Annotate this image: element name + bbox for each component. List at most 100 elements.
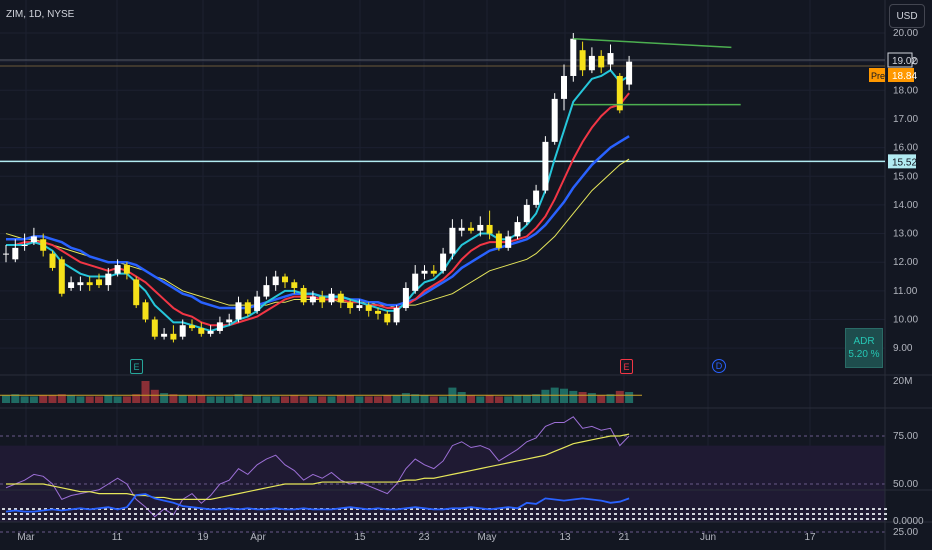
candle-body (235, 302, 242, 320)
osc-dot (272, 513, 275, 515)
osc-dot (218, 518, 221, 520)
osc-dot (110, 508, 113, 510)
osc-dot (110, 518, 113, 520)
candle-body (189, 325, 195, 329)
hline-price-value: 15.52 (892, 157, 917, 168)
osc-dot (590, 513, 593, 515)
osc-dot (572, 513, 575, 515)
time-tick-label: 21 (618, 532, 630, 543)
volume-bar (11, 394, 20, 403)
candle-body (12, 247, 19, 260)
candle-body (86, 282, 93, 286)
osc-dot (278, 518, 281, 520)
osc-dot (602, 508, 605, 510)
adr-title: ADR (853, 336, 875, 347)
volume-bar (262, 396, 271, 403)
dividend-marker[interactable]: D (712, 359, 726, 373)
volume-bar (178, 395, 187, 403)
osc-dot (644, 513, 647, 515)
currency-button[interactable]: USD (889, 4, 925, 28)
osc-dot (770, 508, 773, 510)
candle-body (430, 270, 437, 274)
time-tick-label: Apr (250, 532, 266, 543)
osc-dot (284, 518, 287, 520)
osc-dot (806, 508, 809, 510)
osc-dot (170, 513, 173, 515)
osc-dot (236, 518, 239, 520)
osc-dot (494, 513, 497, 515)
osc-dot (782, 513, 785, 515)
osc-dot (614, 513, 617, 515)
osc-dot (488, 518, 491, 520)
osc-dot (458, 513, 461, 515)
candle-body (477, 224, 484, 231)
osc-dot (830, 518, 833, 520)
osc-dot (140, 508, 143, 510)
osc-dot (872, 518, 875, 520)
osc-dot (554, 513, 557, 515)
volume-bar (76, 396, 85, 403)
candle-body (142, 302, 149, 320)
osc-dot (26, 518, 29, 520)
osc-dot (818, 513, 821, 515)
osc-dot (422, 518, 425, 520)
osc-dot (638, 518, 641, 520)
osc-dot (494, 518, 497, 520)
osc-dot (752, 518, 755, 520)
osc-dot (548, 508, 551, 510)
volume-bar (67, 395, 76, 403)
osc-dot (308, 518, 311, 520)
rsi-tick-label: 75.00 (893, 431, 918, 442)
osc-dot (290, 513, 293, 515)
osc-dot (884, 513, 887, 515)
osc-dot (878, 508, 881, 510)
osc-dot (704, 518, 707, 520)
volume-bar (439, 396, 448, 403)
volume-bar (541, 389, 550, 403)
osc-dot (674, 513, 677, 515)
osc-dot (584, 508, 587, 510)
osc-dot (572, 518, 575, 520)
earnings-marker-1[interactable]: E (130, 359, 143, 374)
osc-dot (704, 513, 707, 515)
osc-dot (668, 518, 671, 520)
osc-dot (476, 513, 479, 515)
osc-axis-label: 0.0000 (893, 516, 924, 527)
osc-dot (548, 518, 551, 520)
osc-dot (86, 518, 89, 520)
candle-body (170, 333, 177, 340)
candle-body (402, 287, 409, 309)
earnings-marker-2[interactable]: E (620, 359, 633, 374)
osc-dot (182, 518, 185, 520)
osc-dot (380, 513, 383, 515)
candle-body (272, 276, 279, 286)
osc-dot (848, 513, 851, 515)
osc-dot (302, 518, 305, 520)
price-tick-label: 9.00 (893, 343, 913, 354)
osc-dot (26, 508, 29, 510)
volume-bar (318, 396, 327, 403)
osc-dot (158, 513, 161, 515)
osc-dot (848, 508, 851, 510)
osc-dot (296, 518, 299, 520)
candle-body (68, 282, 75, 288)
volume-bar (85, 396, 94, 403)
osc-dot (728, 518, 731, 520)
osc-dot (194, 513, 197, 515)
symbol-title[interactable]: ZIM, 1D, NYSE (6, 9, 75, 20)
volume-bar (476, 396, 485, 403)
osc-dot (746, 508, 749, 510)
osc-dot (764, 513, 767, 515)
osc-dot (356, 508, 359, 510)
osc-dot (602, 513, 605, 515)
osc-dot (266, 518, 269, 520)
candle-body (514, 222, 521, 237)
osc-dot (344, 513, 347, 515)
pre-price-tag (888, 68, 914, 82)
volume-bar (569, 390, 578, 403)
osc-dot (692, 518, 695, 520)
osc-dot (740, 518, 743, 520)
candle-body (561, 75, 567, 99)
